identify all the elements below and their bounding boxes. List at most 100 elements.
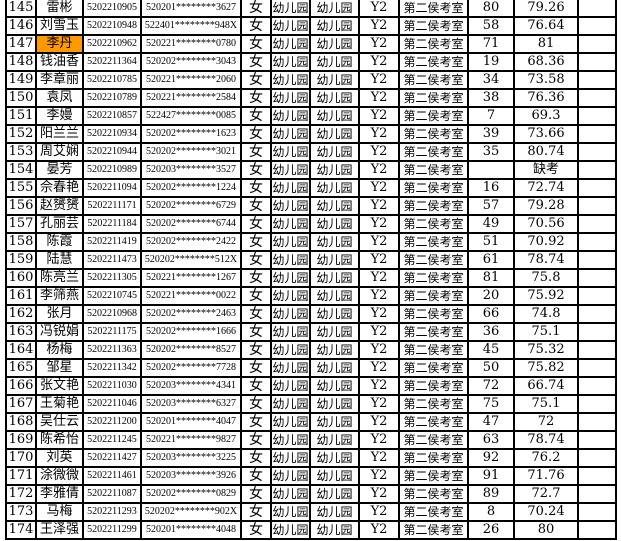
order-cell[interactable]: 8 [467, 502, 515, 522]
level-cell[interactable]: 幼儿园 [270, 52, 311, 72]
group-cell[interactable]: Y2 [358, 412, 400, 432]
name-cell[interactable]: 张文艳 [35, 376, 84, 396]
name-cell[interactable]: 雷彬 [35, 0, 84, 18]
id-card-cell[interactable]: 520221********2060 [140, 70, 242, 90]
group-cell[interactable]: Y2 [358, 0, 400, 18]
seq-cell[interactable]: 172 [5, 484, 37, 504]
level-cell[interactable]: 幼儿园 [270, 16, 311, 36]
remark-cell[interactable] [577, 232, 617, 252]
subject-cell[interactable]: 幼儿园 [309, 484, 360, 504]
name-cell[interactable]: 王菊艳 [35, 394, 84, 414]
id-card-cell[interactable]: 520202********3043 [140, 52, 242, 72]
score-cell[interactable]: 缺考 [513, 160, 579, 180]
exam-id-cell[interactable]: 5202211184 [82, 214, 142, 234]
gender-cell[interactable]: 女 [240, 178, 272, 198]
room-cell[interactable]: 第二侯考室 [398, 286, 469, 306]
group-cell[interactable]: Y2 [358, 70, 400, 90]
order-cell[interactable]: 80 [467, 0, 515, 18]
seq-cell[interactable]: 148 [5, 52, 37, 72]
seq-cell[interactable]: 153 [5, 142, 37, 162]
name-cell[interactable]: 李章丽 [35, 70, 84, 90]
remark-cell[interactable] [577, 376, 617, 396]
exam-id-cell[interactable]: 5202210905 [82, 0, 142, 18]
order-cell[interactable]: 63 [467, 430, 515, 450]
group-cell[interactable]: Y2 [358, 340, 400, 360]
name-cell[interactable]: 杨梅 [35, 340, 84, 360]
seq-cell[interactable]: 160 [5, 268, 37, 288]
room-cell[interactable]: 第二侯考室 [398, 448, 469, 468]
order-cell[interactable]: 81 [467, 268, 515, 288]
subject-cell[interactable]: 幼儿园 [309, 0, 360, 18]
gender-cell[interactable]: 女 [240, 232, 272, 252]
group-cell[interactable]: Y2 [358, 448, 400, 468]
subject-cell[interactable]: 幼儿园 [309, 232, 360, 252]
remark-cell[interactable] [577, 70, 617, 90]
seq-cell[interactable]: 166 [5, 376, 37, 396]
subject-cell[interactable]: 幼儿园 [309, 250, 360, 270]
exam-id-cell[interactable]: 5202210944 [82, 142, 142, 162]
exam-id-cell[interactable]: 5202210962 [82, 34, 142, 54]
gender-cell[interactable]: 女 [240, 304, 272, 324]
name-cell[interactable]: 李筛燕 [35, 286, 84, 306]
subject-cell[interactable]: 幼儿园 [309, 286, 360, 306]
score-cell[interactable]: 75.32 [513, 340, 579, 360]
remark-cell[interactable] [577, 340, 617, 360]
exam-id-cell[interactable]: 5202211087 [82, 484, 142, 504]
score-cell[interactable]: 80 [513, 520, 579, 540]
group-cell[interactable]: Y2 [358, 520, 400, 540]
score-cell[interactable]: 76.2 [513, 448, 579, 468]
seq-cell[interactable]: 145 [5, 0, 37, 18]
name-cell[interactable]: 冯锐娟 [35, 322, 84, 342]
exam-id-cell[interactable]: 5202211305 [82, 268, 142, 288]
id-card-cell[interactable]: 520203********4341 [140, 376, 242, 396]
id-card-cell[interactable]: 520201********4047 [140, 412, 242, 432]
subject-cell[interactable]: 幼儿园 [309, 214, 360, 234]
level-cell[interactable]: 幼儿园 [270, 466, 311, 486]
subject-cell[interactable]: 幼儿园 [309, 16, 360, 36]
seq-cell[interactable]: 171 [5, 466, 37, 486]
seq-cell[interactable]: 170 [5, 448, 37, 468]
level-cell[interactable]: 幼儿园 [270, 124, 311, 144]
subject-cell[interactable]: 幼儿园 [309, 124, 360, 144]
remark-cell[interactable] [577, 304, 617, 324]
remark-cell[interactable] [577, 88, 617, 108]
level-cell[interactable]: 幼儿园 [270, 232, 311, 252]
level-cell[interactable]: 幼儿园 [270, 214, 311, 234]
order-cell[interactable]: 36 [467, 322, 515, 342]
score-cell[interactable]: 69.3 [513, 106, 579, 126]
id-card-cell[interactable]: 520202********1623 [140, 124, 242, 144]
room-cell[interactable]: 第二侯考室 [398, 304, 469, 324]
remark-cell[interactable] [577, 358, 617, 378]
room-cell[interactable]: 第二侯考室 [398, 340, 469, 360]
name-cell[interactable]: 阳兰兰 [35, 124, 84, 144]
gender-cell[interactable]: 女 [240, 124, 272, 144]
id-card-cell[interactable]: 520221********0022 [140, 286, 242, 306]
room-cell[interactable]: 第二侯考室 [398, 322, 469, 342]
seq-cell[interactable]: 167 [5, 394, 37, 414]
seq-cell[interactable]: 165 [5, 358, 37, 378]
name-cell[interactable]: 周艾娴 [35, 142, 84, 162]
group-cell[interactable]: Y2 [358, 484, 400, 504]
room-cell[interactable]: 第二侯考室 [398, 430, 469, 450]
score-cell[interactable]: 73.58 [513, 70, 579, 90]
name-cell[interactable]: 晏芳 [35, 160, 84, 180]
subject-cell[interactable]: 幼儿园 [309, 466, 360, 486]
order-cell[interactable]: 34 [467, 70, 515, 90]
room-cell[interactable]: 第二侯考室 [398, 196, 469, 216]
score-cell[interactable]: 76.36 [513, 88, 579, 108]
gender-cell[interactable]: 女 [240, 394, 272, 414]
remark-cell[interactable] [577, 52, 617, 72]
remark-cell[interactable] [577, 466, 617, 486]
subject-cell[interactable]: 幼儿园 [309, 322, 360, 342]
order-cell[interactable]: 20 [467, 286, 515, 306]
order-cell[interactable]: 7 [467, 106, 515, 126]
level-cell[interactable]: 幼儿园 [270, 34, 311, 54]
exam-id-cell[interactable]: 5202210789 [82, 88, 142, 108]
exam-id-cell[interactable]: 5202211342 [82, 358, 142, 378]
room-cell[interactable]: 第二侯考室 [398, 34, 469, 54]
subject-cell[interactable]: 幼儿园 [309, 502, 360, 522]
group-cell[interactable]: Y2 [358, 232, 400, 252]
group-cell[interactable]: Y2 [358, 106, 400, 126]
room-cell[interactable]: 第二侯考室 [398, 178, 469, 198]
remark-cell[interactable] [577, 502, 617, 522]
